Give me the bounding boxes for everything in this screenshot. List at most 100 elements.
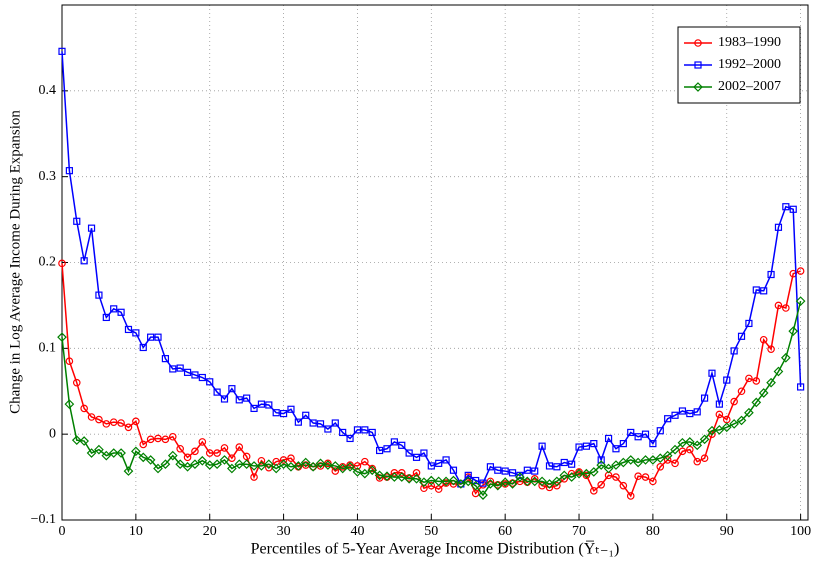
marker xyxy=(213,449,221,457)
marker xyxy=(302,411,310,419)
marker xyxy=(789,205,797,213)
marker xyxy=(494,466,502,474)
marker xyxy=(678,407,687,415)
x-tick-label: 50 xyxy=(424,524,438,539)
marker xyxy=(138,452,149,463)
marker xyxy=(782,203,790,211)
marker xyxy=(664,415,672,423)
plot-frame xyxy=(61,4,809,521)
marker xyxy=(634,433,642,441)
marker xyxy=(442,456,450,464)
marker xyxy=(167,450,178,461)
marker xyxy=(309,419,317,427)
marker xyxy=(427,481,436,490)
marker xyxy=(752,377,761,385)
marker xyxy=(58,259,66,268)
marker xyxy=(153,463,163,474)
marker xyxy=(433,476,444,487)
marker xyxy=(405,449,413,457)
marker xyxy=(575,468,583,476)
marker xyxy=(618,457,629,468)
marker xyxy=(398,441,406,449)
marker xyxy=(94,444,104,455)
marker xyxy=(190,459,200,470)
marker xyxy=(183,453,192,462)
marker xyxy=(723,376,731,384)
marker xyxy=(693,408,701,416)
marker xyxy=(265,401,273,409)
y-tick-label: 0.3 xyxy=(39,169,57,184)
y-tick-label: 0.2 xyxy=(39,255,57,270)
marker xyxy=(633,457,643,468)
marker xyxy=(220,395,229,403)
marker xyxy=(191,371,199,379)
marker xyxy=(183,368,192,376)
marker xyxy=(80,404,88,413)
marker xyxy=(359,468,370,479)
marker xyxy=(102,313,110,322)
marker xyxy=(426,475,437,486)
legend-label: 1992–2000 xyxy=(718,57,781,72)
marker xyxy=(501,467,509,475)
marker xyxy=(72,378,81,387)
marker xyxy=(745,319,753,328)
marker xyxy=(457,480,465,488)
marker xyxy=(463,476,474,487)
marker xyxy=(316,420,325,428)
marker xyxy=(124,325,133,334)
marker xyxy=(323,460,333,470)
marker xyxy=(154,434,162,443)
marker xyxy=(619,481,628,490)
marker xyxy=(553,481,561,490)
marker xyxy=(220,444,229,452)
marker xyxy=(390,438,398,446)
marker xyxy=(147,333,155,341)
marker xyxy=(714,425,725,435)
marker xyxy=(235,396,243,404)
marker xyxy=(456,479,466,489)
marker xyxy=(545,462,554,470)
marker xyxy=(737,387,746,396)
marker xyxy=(656,462,665,471)
marker xyxy=(87,413,96,421)
marker xyxy=(766,377,776,388)
marker xyxy=(531,467,539,475)
marker xyxy=(271,463,282,474)
marker xyxy=(79,436,90,446)
marker xyxy=(604,434,613,443)
marker xyxy=(263,459,274,470)
marker xyxy=(736,415,747,426)
marker xyxy=(581,468,592,479)
marker xyxy=(279,456,288,464)
marker xyxy=(612,445,620,453)
marker xyxy=(412,468,421,477)
marker xyxy=(330,461,341,471)
marker xyxy=(110,305,118,313)
marker xyxy=(197,455,208,466)
marker xyxy=(486,463,494,471)
marker xyxy=(315,458,326,469)
marker xyxy=(507,479,518,489)
marker xyxy=(383,445,391,453)
marker xyxy=(176,444,184,453)
y-tick-label: 0 xyxy=(49,426,56,441)
marker xyxy=(146,435,155,444)
marker xyxy=(287,454,295,463)
legend-marker xyxy=(693,82,703,92)
marker xyxy=(154,333,162,341)
marker xyxy=(346,461,354,469)
marker xyxy=(272,409,280,417)
x-tick-label: 40 xyxy=(350,524,364,539)
x-tick-label: 60 xyxy=(498,524,512,539)
marker xyxy=(641,473,650,481)
marker xyxy=(331,467,340,475)
marker xyxy=(160,459,171,470)
marker xyxy=(442,479,450,487)
marker xyxy=(544,479,555,489)
marker xyxy=(537,476,547,487)
marker xyxy=(339,428,347,437)
marker xyxy=(124,423,133,432)
marker xyxy=(182,461,193,472)
marker xyxy=(419,477,429,488)
marker xyxy=(627,428,635,437)
